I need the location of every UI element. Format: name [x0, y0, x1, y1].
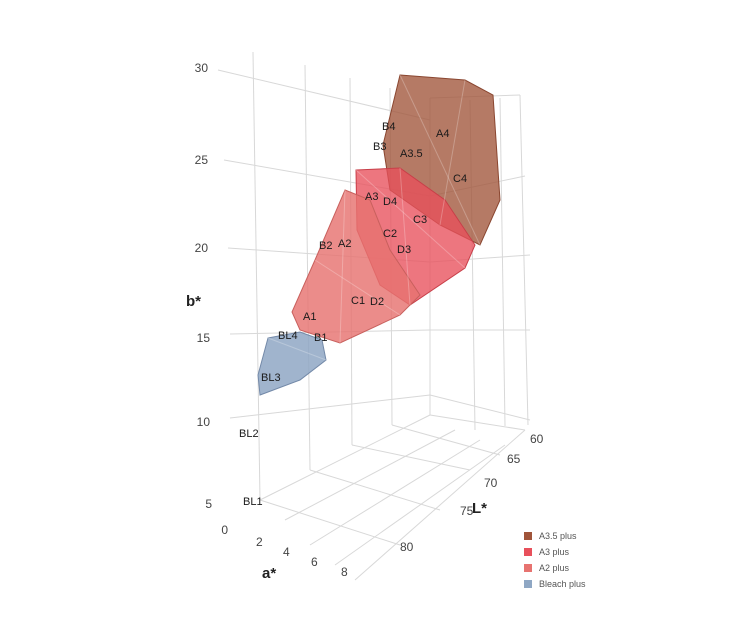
shade-label-c1: C1 — [351, 295, 365, 307]
legend-label: Bleach plus — [539, 579, 586, 589]
legend-swatch — [524, 548, 532, 556]
b-tick-label: 20 — [195, 241, 209, 255]
l-tick-label: 80 — [400, 540, 414, 554]
shade-label-c2: C2 — [383, 228, 397, 240]
a-tick-label: 2 — [256, 535, 263, 549]
legend-label: A3 plus — [539, 547, 570, 557]
shade-label-c3: C3 — [413, 214, 427, 226]
l-tick-label: 70 — [484, 476, 498, 490]
legend-swatch — [524, 580, 532, 588]
shade-label-bl2: BL2 — [239, 428, 259, 440]
a-tick-label: 6 — [311, 555, 318, 569]
shade-label-a3: A3 — [365, 191, 378, 203]
legend-item-a2-plus: A2 plus — [524, 560, 586, 576]
a-tick-label: 4 — [283, 545, 290, 559]
shade-label-bl4: BL4 — [278, 330, 298, 342]
legend-item-a3-plus: A3 plus — [524, 544, 586, 560]
b-tick-label: 10 — [197, 415, 211, 429]
shade-label-a35: A3.5 — [400, 148, 423, 160]
volume-a2-plus — [291, 189, 421, 344]
b-axis-ticks: 30 25 20 15 10 50 — [195, 61, 229, 537]
legend-item-a35-plus: A3.5 plus — [524, 528, 586, 544]
legend-swatch — [524, 564, 532, 572]
l-tick-label: 60 — [530, 432, 544, 446]
l-axis-ticks: 60 65 70 75 80 — [400, 432, 544, 554]
b-tick-label: 30 — [195, 61, 209, 75]
legend-item-bleach-plus: Bleach plus — [524, 576, 586, 592]
l-tick-label: 75 — [460, 504, 474, 518]
legend-label: A3.5 plus — [539, 531, 577, 541]
shade-label-b2: B2 — [319, 240, 332, 252]
l-axis-title: L* — [472, 500, 487, 517]
shade-label-b4: B4 — [382, 121, 395, 133]
shade-label-bl1: BL1 — [243, 496, 263, 508]
a-axis-ticks: 2 4 6 8 — [256, 535, 348, 579]
b-tick-label: 25 — [195, 153, 209, 167]
shade-label-a1: A1 — [303, 311, 316, 323]
a-tick-label: 8 — [341, 565, 348, 579]
b-tick-label: 15 — [197, 331, 211, 345]
legend-label: A2 plus — [539, 563, 570, 573]
shade-label-d4: D4 — [383, 196, 397, 208]
chart-legend: A3.5 plus A3 plus A2 plus Bleach plus — [524, 528, 586, 592]
shade-volumes — [257, 74, 501, 396]
shade-label-d3: D3 — [397, 244, 411, 256]
l-tick-label: 65 — [507, 452, 521, 466]
b-tick-label: 5 — [205, 497, 212, 511]
legend-swatch — [524, 532, 532, 540]
volume-bleach-plus — [257, 331, 327, 396]
shade-label-a2: A2 — [338, 238, 351, 250]
shade-label-b1: B1 — [314, 332, 327, 344]
a-axis-title: a* — [262, 565, 276, 582]
shade-label-b3: B3 — [373, 141, 386, 153]
b-tick-label: 0 — [221, 523, 228, 537]
shade-label-c4: C4 — [453, 173, 467, 185]
shade-label-bl3: BL3 — [261, 372, 281, 384]
b-axis-title: b* — [186, 293, 201, 310]
shade-label-a4: A4 — [436, 128, 449, 140]
shade-label-d2: D2 — [370, 296, 384, 308]
